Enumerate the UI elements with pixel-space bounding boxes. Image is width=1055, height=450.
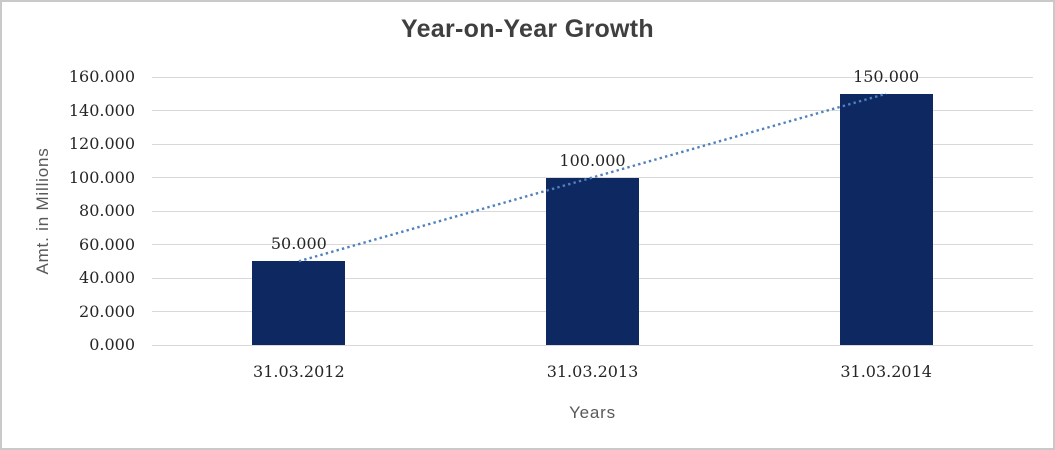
- gridline: [152, 76, 1033, 78]
- y-tick-label: 100.000: [68, 167, 135, 187]
- x-tick-label: 31.03.2012: [253, 362, 345, 381]
- trendline: [298, 92, 887, 263]
- plot-area: 50.000 100.000 150.000: [152, 67, 1033, 346]
- x-axis-title: Years: [569, 403, 616, 422]
- bar-value-label: 150.000: [853, 66, 920, 86]
- bars: 50.000 100.000 150.000: [152, 67, 1033, 345]
- y-tick-label: 140.000: [68, 100, 135, 120]
- chart-title: Year-on-Year Growth: [401, 15, 654, 43]
- y-tick-label: 20.000: [79, 301, 135, 321]
- bar-value-label: 50.000: [270, 234, 327, 254]
- y-tick-label: 160.000: [68, 67, 135, 86]
- trendline-line: [298, 92, 887, 263]
- y-tick-label: 40.000: [79, 268, 135, 287]
- x-tick-label: 31.03.2014: [840, 362, 932, 381]
- bar: [839, 93, 933, 345]
- y-tick-label: 120.000: [68, 134, 135, 153]
- gridline: [152, 143, 1033, 145]
- x-tick-label: 31.03.2013: [546, 362, 639, 381]
- y-tick-label: 60.000: [79, 234, 135, 254]
- bar: [546, 177, 639, 345]
- gridline: [152, 344, 1033, 346]
- y-tick-label: 0.000: [89, 335, 135, 354]
- gridline: [152, 110, 1033, 111]
- bar-value-label: 100.000: [559, 150, 626, 170]
- y-tick-label: 80.000: [79, 201, 135, 220]
- bar: [252, 261, 346, 345]
